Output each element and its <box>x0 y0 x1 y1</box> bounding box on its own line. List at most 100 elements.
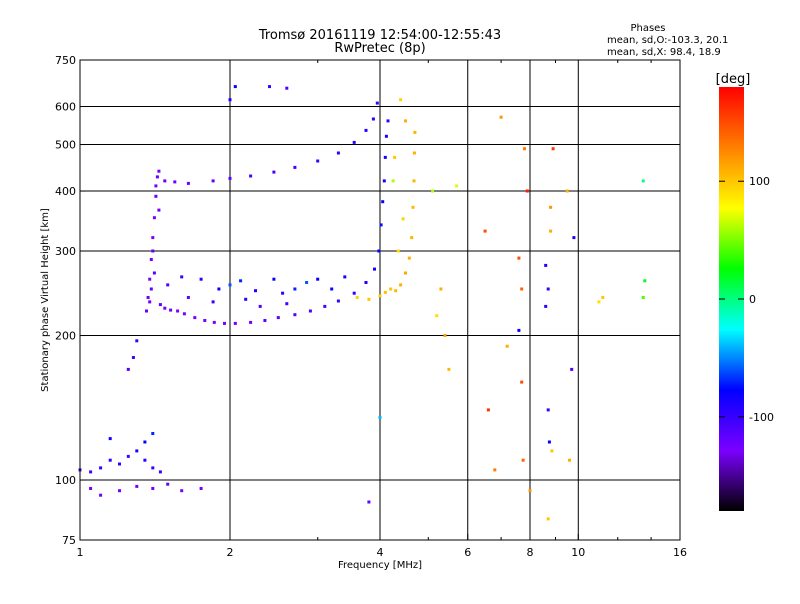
x-tick-label: 6 <box>464 546 471 559</box>
echo-point <box>182 312 186 316</box>
echo-point <box>371 117 375 121</box>
colorbar-tick-label: 100 <box>749 175 770 188</box>
echo-point <box>99 493 103 497</box>
echo-point <box>126 454 130 458</box>
echo-point <box>151 432 155 435</box>
echo-point <box>572 236 576 240</box>
echo-point <box>549 229 553 233</box>
echo-point <box>323 304 327 308</box>
echo-point <box>268 85 271 89</box>
echo-point <box>412 151 416 155</box>
echo-point <box>399 98 403 102</box>
echo-point <box>523 147 526 151</box>
echo-point <box>549 205 553 209</box>
echo-point <box>148 277 152 281</box>
echo-point <box>149 287 153 291</box>
echo-point <box>199 487 203 490</box>
echo-point <box>643 279 647 283</box>
echo-point <box>145 309 148 313</box>
chart-subtitle: RwPretec (8p) <box>334 41 425 56</box>
echo-point <box>367 297 371 301</box>
echo-point <box>305 281 309 284</box>
echo-point <box>176 309 180 313</box>
colorbar-tick-label: 0 <box>749 293 756 306</box>
echo-point <box>439 287 443 291</box>
echo-point <box>199 277 203 281</box>
stats-line-x: mean, sd,X: 98.4, 18.9 <box>607 47 721 58</box>
echo-point <box>157 208 161 212</box>
echo-point <box>146 296 150 299</box>
echo-point <box>108 458 112 462</box>
grid-lines <box>79 59 681 541</box>
echo-point <box>126 367 130 371</box>
echo-point <box>546 287 550 291</box>
echo-point <box>486 408 490 412</box>
echo-point <box>544 263 548 267</box>
echo-point <box>89 487 93 490</box>
echo-point <box>517 256 521 260</box>
colorbar-label: [deg] <box>716 72 751 87</box>
echo-point <box>151 249 155 253</box>
echo-point <box>447 367 451 371</box>
echo-point <box>431 189 435 193</box>
echo-point <box>316 277 320 281</box>
echo-point <box>180 489 184 493</box>
echo-point <box>285 86 289 90</box>
echo-point <box>410 236 414 240</box>
x-tick-label: 8 <box>527 546 534 559</box>
echo-point <box>149 258 153 261</box>
echo-point <box>272 170 276 174</box>
echo-point <box>550 449 554 453</box>
echo-point <box>565 189 569 193</box>
echo-point <box>443 334 447 337</box>
echo-point <box>233 85 237 89</box>
echo-point <box>520 287 524 291</box>
echo-point <box>404 271 407 275</box>
echo-point <box>293 313 297 317</box>
echo-point <box>131 356 135 359</box>
x-axis-label: Frequency [MHz] <box>338 560 422 571</box>
echo-point <box>330 287 334 291</box>
echo-point <box>352 140 356 144</box>
echo-point <box>517 328 521 332</box>
echo-point <box>570 367 574 371</box>
echo-point <box>211 300 215 304</box>
echo-point <box>411 205 415 209</box>
echo-point <box>157 169 161 173</box>
x-tick-label: 2 <box>227 546 234 559</box>
echo-point <box>272 277 276 281</box>
echo-point <box>382 179 386 183</box>
echo-point <box>173 180 177 184</box>
echo-point <box>258 304 262 308</box>
y-tick-label: 750 <box>55 54 76 67</box>
echo-point <box>211 179 215 183</box>
echo-point <box>249 320 253 324</box>
colorbar-tick-label: -100 <box>749 411 774 424</box>
echo-point <box>386 119 390 123</box>
echo-point <box>166 482 170 486</box>
echo-point <box>293 287 297 291</box>
echo-point <box>521 458 525 462</box>
x-tick-label: 10 <box>571 546 585 559</box>
echo-point <box>316 159 320 163</box>
echo-point <box>99 466 103 470</box>
echo-point <box>151 236 155 240</box>
echo-point <box>293 165 297 169</box>
echo-point <box>377 249 381 253</box>
echo-point <box>118 462 121 466</box>
echo-point <box>381 200 385 204</box>
echo-point <box>89 470 93 474</box>
echo-point <box>276 316 280 320</box>
echo-point <box>154 184 158 188</box>
echo-point <box>520 380 524 384</box>
y-tick-label: 300 <box>55 245 76 258</box>
echo-point <box>233 321 237 325</box>
echo-point <box>601 296 605 299</box>
echo-point <box>375 101 379 105</box>
echo-point <box>228 98 232 102</box>
echo-point <box>135 484 139 488</box>
echo-point <box>263 319 267 322</box>
echo-point <box>151 487 155 490</box>
echo-point <box>528 489 532 493</box>
